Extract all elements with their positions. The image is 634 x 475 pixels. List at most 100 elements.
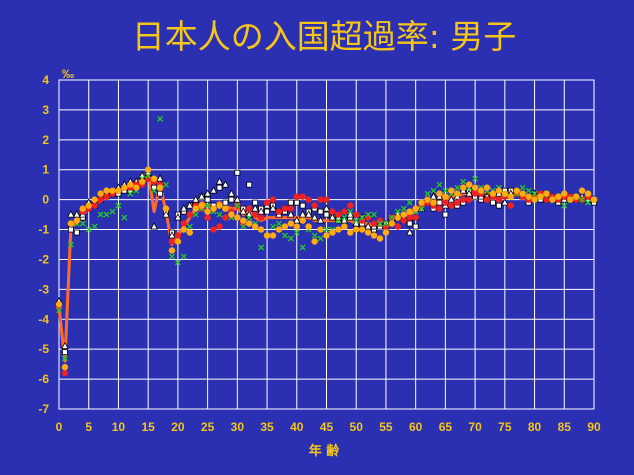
data-point xyxy=(549,196,556,203)
data-point xyxy=(418,205,425,212)
data-point xyxy=(335,217,342,224)
data-point xyxy=(292,216,301,224)
data-point xyxy=(198,202,205,209)
data-point xyxy=(371,211,378,218)
data-point xyxy=(429,192,438,200)
data-point xyxy=(204,214,211,221)
data-point xyxy=(347,208,354,215)
data-point xyxy=(240,217,247,224)
data-point xyxy=(543,190,550,197)
data-point xyxy=(400,217,408,224)
data-point xyxy=(507,202,515,209)
data-point xyxy=(109,187,116,194)
data-point xyxy=(388,220,396,227)
data-point xyxy=(370,232,378,239)
data-point xyxy=(365,211,372,218)
y-tick-label: -5 xyxy=(38,342,49,356)
data-point xyxy=(531,190,538,197)
data-point xyxy=(67,210,75,218)
data-point xyxy=(442,187,449,194)
y-tick-label: 3 xyxy=(42,103,49,117)
y-tick-label: -7 xyxy=(38,402,49,416)
data-point xyxy=(436,190,443,197)
data-point xyxy=(352,226,360,233)
data-point xyxy=(251,223,259,230)
data-point xyxy=(424,190,431,197)
data-point xyxy=(347,229,354,236)
x-tick-label: 65 xyxy=(439,420,453,434)
data-point xyxy=(359,214,366,221)
data-point xyxy=(240,223,247,230)
data-point xyxy=(73,217,81,224)
x-axis-label: 年 齢 xyxy=(309,443,341,459)
data-point xyxy=(186,223,193,230)
data-point xyxy=(115,202,122,209)
data-point xyxy=(465,196,473,203)
data-point xyxy=(144,166,152,173)
data-point xyxy=(228,211,235,218)
y-tick-label: -2 xyxy=(38,252,49,266)
data-point xyxy=(305,196,312,203)
data-point xyxy=(323,232,330,239)
data-point xyxy=(460,178,467,185)
data-point xyxy=(168,247,176,254)
data-point xyxy=(168,253,175,260)
data-point xyxy=(204,208,211,215)
data-point xyxy=(436,181,443,188)
data-point xyxy=(298,210,307,218)
data-point xyxy=(287,199,294,206)
data-point xyxy=(275,220,282,227)
data-point xyxy=(317,235,324,242)
data-point xyxy=(156,184,164,191)
data-point xyxy=(97,190,104,197)
data-point xyxy=(507,193,515,200)
data-point xyxy=(579,196,586,203)
data-point xyxy=(317,226,324,233)
data-point xyxy=(311,202,318,209)
data-point xyxy=(519,190,526,197)
data-point xyxy=(216,223,223,230)
data-point xyxy=(459,196,467,203)
data-point xyxy=(299,217,306,224)
data-point xyxy=(364,229,372,236)
data-point xyxy=(394,223,402,230)
data-point xyxy=(377,220,383,227)
x-tick-label: 30 xyxy=(231,420,245,434)
x-tick-label: 90 xyxy=(587,420,601,434)
data-point xyxy=(454,190,461,197)
data-point xyxy=(317,208,324,215)
y-tick-label: 1 xyxy=(42,163,49,177)
data-point xyxy=(287,205,295,212)
data-point xyxy=(162,210,170,218)
data-point xyxy=(157,190,163,197)
y-axis-ticks: 4 3 2 1 0 -1 -2 -3 -4 -5 -6 -7 xyxy=(38,73,49,416)
data-point xyxy=(543,196,550,203)
data-point xyxy=(500,198,509,206)
data-point xyxy=(61,355,68,362)
data-point xyxy=(430,199,437,206)
data-point xyxy=(495,187,503,194)
data-point xyxy=(251,211,259,218)
data-point xyxy=(287,235,294,242)
data-point xyxy=(442,211,449,218)
data-point xyxy=(406,208,413,215)
data-point xyxy=(204,196,211,203)
data-point xyxy=(222,199,229,206)
data-point xyxy=(150,222,158,230)
data-point xyxy=(269,232,277,239)
data-point xyxy=(191,195,200,203)
data-point xyxy=(525,187,532,194)
x-tick-label: 60 xyxy=(409,420,423,434)
series-4 xyxy=(55,166,598,371)
data-point xyxy=(394,214,402,221)
data-point xyxy=(299,244,306,251)
data-point xyxy=(436,205,443,212)
x-tick-label: 50 xyxy=(350,420,364,434)
data-point xyxy=(448,187,455,194)
data-points-layer xyxy=(55,115,598,377)
data-point xyxy=(216,202,223,209)
x-tick-label: 55 xyxy=(379,420,393,434)
data-point xyxy=(246,214,253,221)
data-point xyxy=(323,196,330,203)
data-point xyxy=(513,187,520,194)
